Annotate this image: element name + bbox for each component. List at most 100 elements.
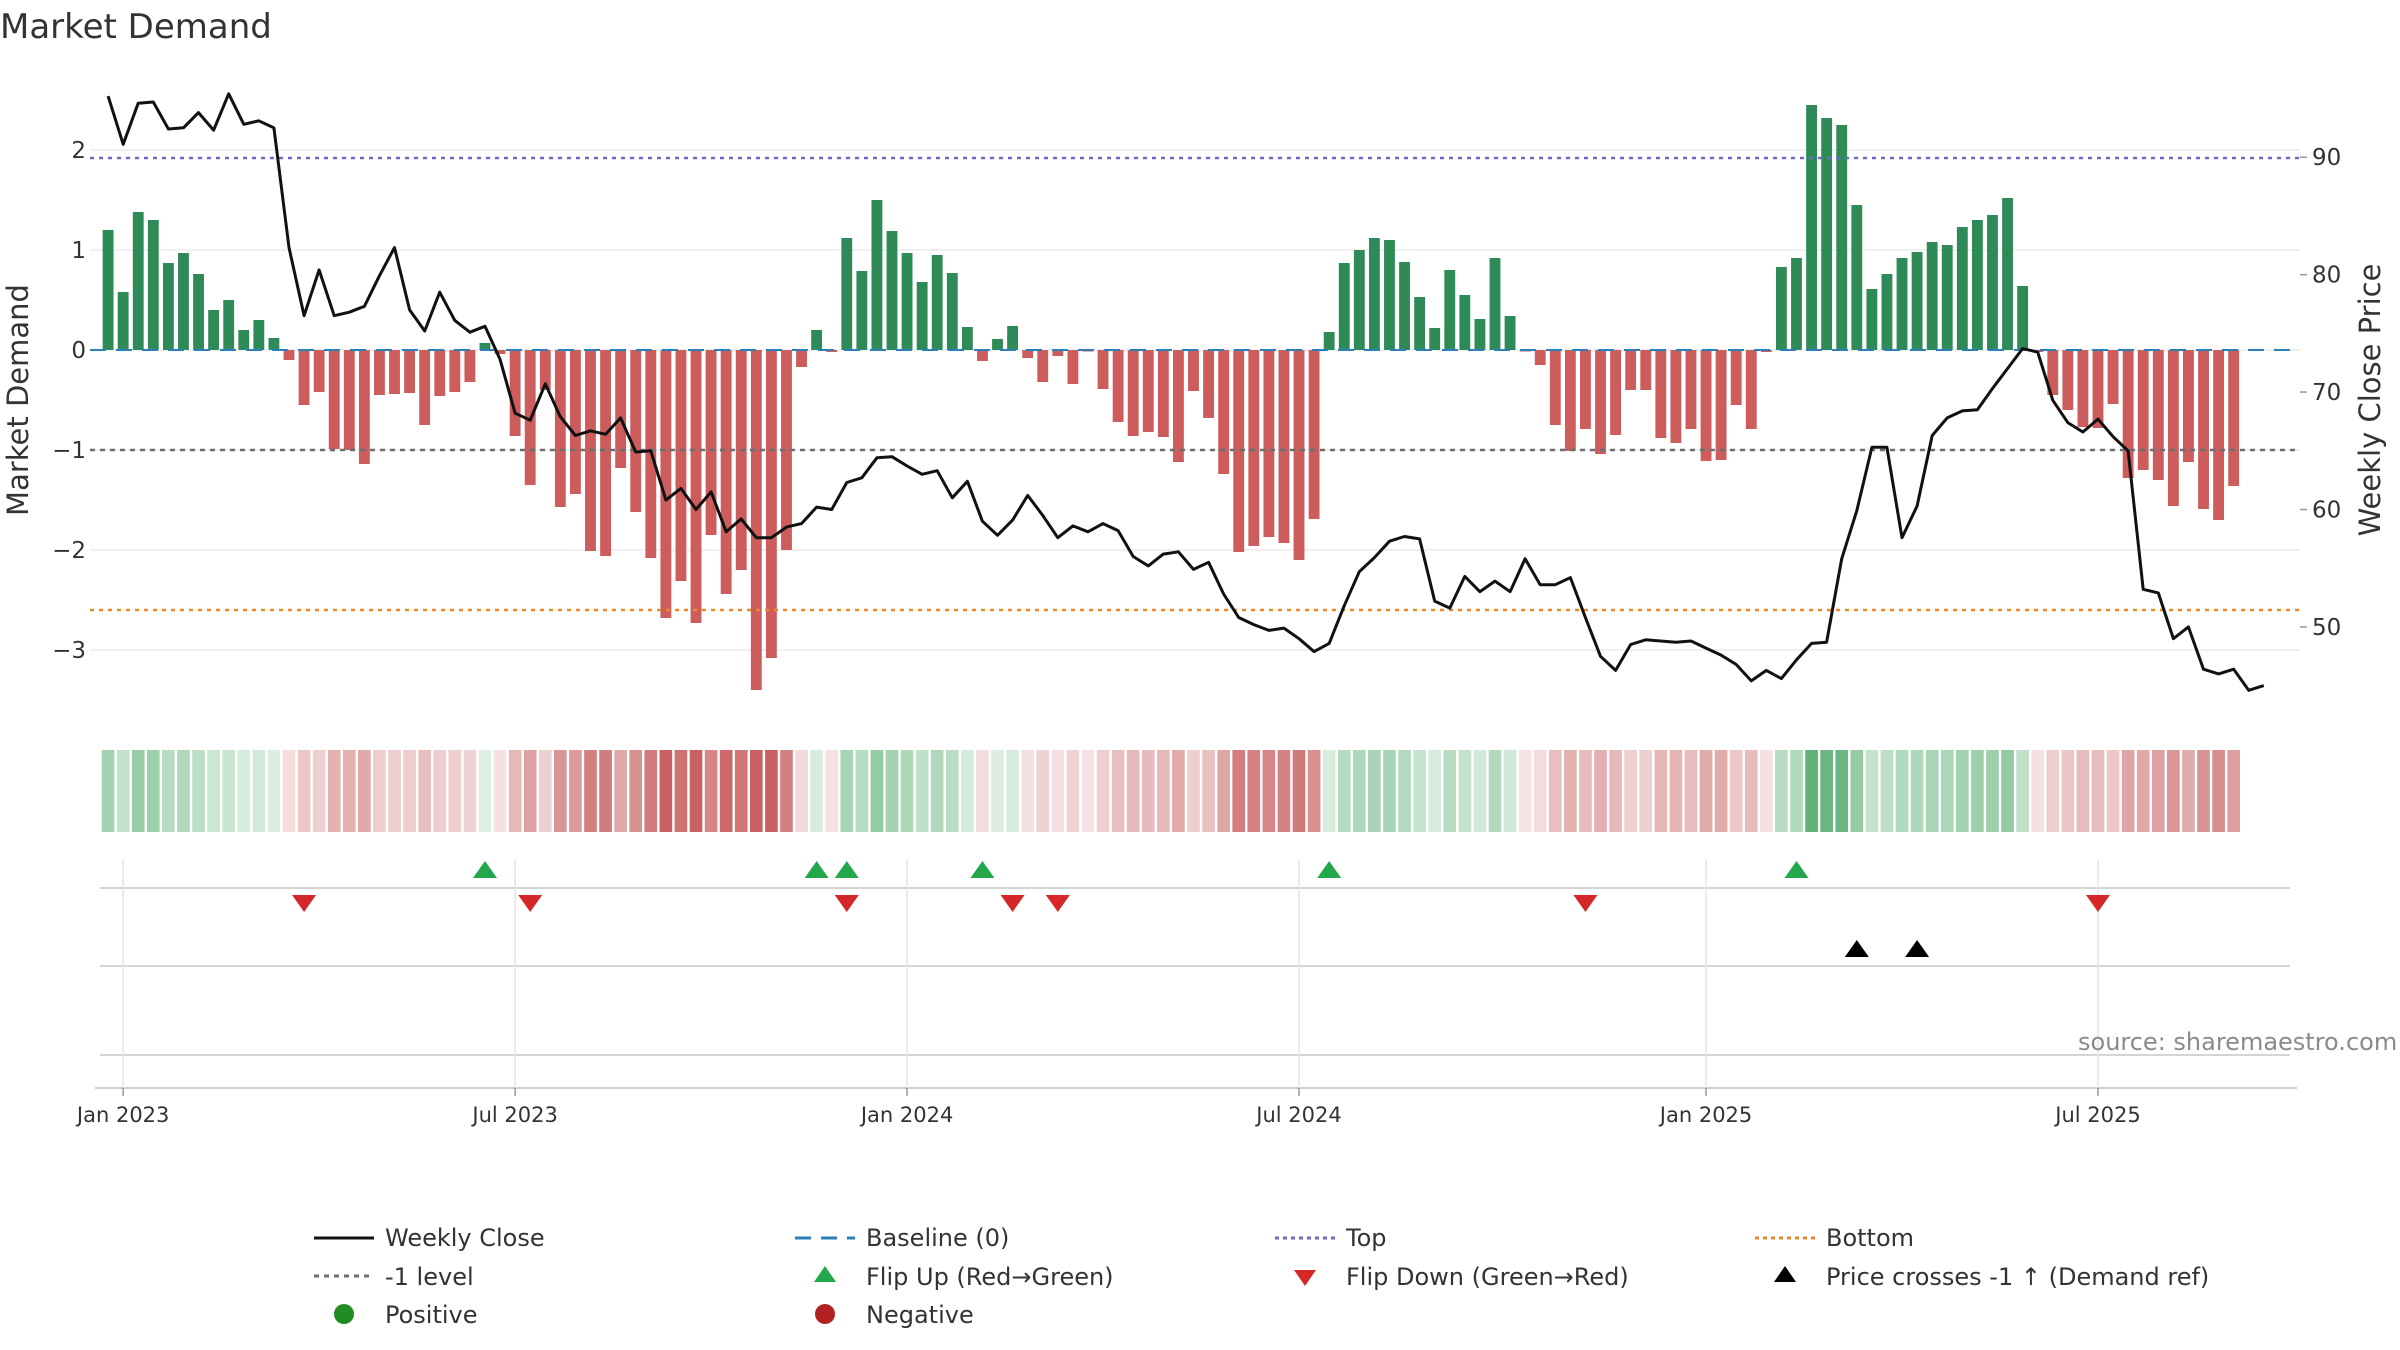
demand-bar xyxy=(2198,350,2209,509)
demand-bar xyxy=(2047,350,2059,395)
legend-item-price-cross: Price crosses -1 ↑ (Demand ref) xyxy=(1774,1263,2209,1291)
heat-cell xyxy=(493,750,507,832)
heat-cell xyxy=(1488,750,1502,832)
demand-bar xyxy=(1987,215,1998,350)
heat-cell xyxy=(1895,750,1909,832)
demand-bar xyxy=(1097,350,1109,389)
heat-cell xyxy=(1880,750,1894,832)
legend-item-bottom: Bottom xyxy=(1755,1224,1914,1252)
heat-cell xyxy=(2076,750,2090,832)
heat-cell xyxy=(1971,750,1984,832)
demand-bar xyxy=(1067,350,1079,384)
demand-bar xyxy=(1595,350,1606,454)
legend-item-flip-down: Flip Down (Green→Red) xyxy=(1294,1263,1629,1291)
demand-bar xyxy=(1022,350,1034,358)
heat-cell xyxy=(1564,750,1577,832)
demand-bar xyxy=(1881,274,1893,350)
legend-label-flip-down: Flip Down (Green→Red) xyxy=(1346,1263,1629,1291)
demand-bar xyxy=(1640,350,1652,390)
price-cross-marker xyxy=(1905,940,1930,957)
heat-cell xyxy=(1744,750,1758,832)
heat-cell xyxy=(1458,750,1472,832)
heat-cell xyxy=(222,750,236,832)
demand-bar xyxy=(1715,350,1727,460)
heat-cell xyxy=(146,750,160,832)
heat-cell xyxy=(810,750,823,832)
heat-cell xyxy=(433,750,447,832)
heat-cell xyxy=(1669,750,1683,832)
heat-cell xyxy=(1413,750,1426,832)
demand-bar xyxy=(2228,350,2240,486)
demand-bar xyxy=(117,292,129,350)
legend-label-bottom: Bottom xyxy=(1826,1224,1914,1252)
price-cross-marker xyxy=(1844,940,1869,957)
heat-cell xyxy=(282,750,296,832)
heat-cell xyxy=(765,750,778,832)
heat-cell xyxy=(2227,750,2241,832)
heat-cell xyxy=(599,750,612,832)
demand-bar xyxy=(313,350,325,392)
demand-bar xyxy=(1504,316,1516,350)
heat-cell xyxy=(629,750,643,832)
heat-cell xyxy=(1292,750,1306,832)
demand-bar xyxy=(705,350,717,535)
heat-cell xyxy=(1247,750,1261,832)
heat-cell xyxy=(448,750,462,832)
heat-cell xyxy=(2151,750,2165,832)
demand-bar xyxy=(675,350,687,581)
demand-bar xyxy=(1037,350,1049,382)
heat-cell xyxy=(1910,750,1924,832)
demand-bar xyxy=(781,350,792,550)
demand-bar xyxy=(2152,350,2164,480)
heat-cell xyxy=(1172,750,1185,832)
flip-down-marker xyxy=(2085,895,2110,912)
heat-cell xyxy=(1096,750,1110,832)
demand-bar xyxy=(977,350,988,361)
heat-cell xyxy=(945,750,959,832)
demand-bar xyxy=(1971,220,1983,350)
demand-bar xyxy=(1911,252,1923,350)
heat-cell xyxy=(508,750,522,832)
demand-bar xyxy=(554,350,566,507)
demand-bars xyxy=(102,105,2240,690)
demand-bar xyxy=(223,300,235,350)
demand-bar xyxy=(193,274,204,350)
chart-title: Market Demand xyxy=(0,7,272,47)
heat-cell xyxy=(870,750,884,832)
heat-cell xyxy=(2061,750,2075,832)
heat-cell xyxy=(312,750,326,832)
heat-cell xyxy=(1654,750,1668,832)
flip-down-marker xyxy=(834,895,859,912)
heat-cell xyxy=(554,750,567,832)
demand-bar xyxy=(2077,350,2089,427)
heat-cell xyxy=(101,750,115,832)
heat-cell xyxy=(131,750,145,832)
demand-bar xyxy=(1564,350,1576,451)
demand-bar xyxy=(1655,350,1667,438)
heat-cell xyxy=(1111,750,1125,832)
heat-cell xyxy=(1202,750,1215,832)
demand-bar xyxy=(434,350,446,396)
heat-cell xyxy=(1066,750,1080,832)
x-tick-label: Jan 2025 xyxy=(1658,1103,1753,1127)
demand-bar xyxy=(1203,350,1214,418)
demand-bar xyxy=(1610,350,1622,435)
legend-label-baseline: Baseline (0) xyxy=(866,1224,1009,1252)
demand-bar xyxy=(992,339,1003,350)
heat-cell xyxy=(478,750,492,832)
demand-bar xyxy=(1730,350,1742,405)
demand-bar xyxy=(1323,332,1335,350)
heat-cell xyxy=(704,750,718,832)
heat-cell xyxy=(538,750,552,832)
heat-cell xyxy=(1503,750,1517,832)
heat-cell xyxy=(1594,750,1607,832)
heat-cell xyxy=(1790,750,1803,832)
heat-cell xyxy=(1639,750,1653,832)
x-tick-label: Jul 2023 xyxy=(470,1103,557,1127)
legend-item-positive: Positive xyxy=(334,1301,478,1329)
demand-bar xyxy=(765,350,777,658)
heat-cell xyxy=(2016,750,2029,832)
heat-cell xyxy=(1383,750,1396,832)
weekly-close-line xyxy=(106,92,2265,692)
heat-cell xyxy=(327,750,341,832)
